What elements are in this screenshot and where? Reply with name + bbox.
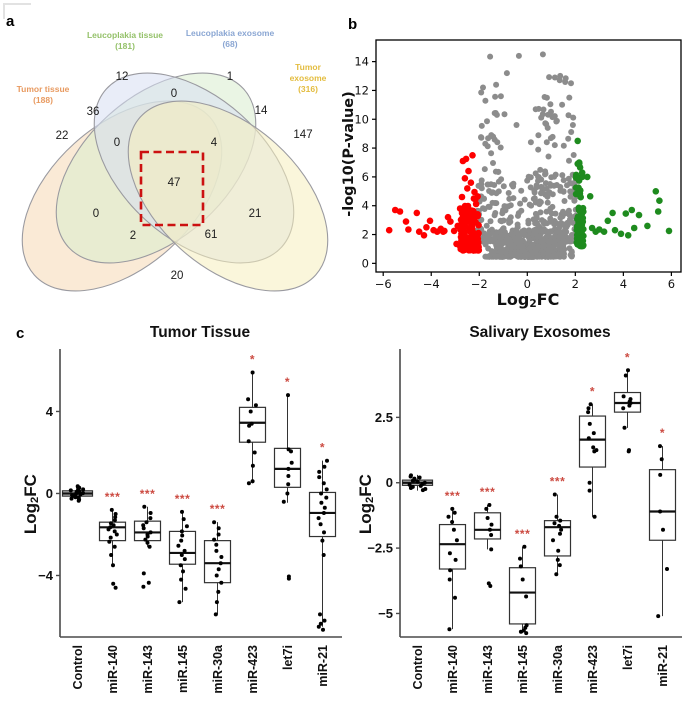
venn-set-count: (181) [115,41,135,52]
svg-text:0: 0 [171,88,177,100]
svg-text:miR.145: miR.145 [176,645,190,693]
svg-text:14: 14 [354,55,369,69]
svg-text:***: *** [210,502,226,516]
svg-text:6: 6 [668,277,675,291]
svg-text:***: *** [140,487,156,501]
venn-set-count: (68) [222,39,238,50]
svg-text:8: 8 [362,141,369,155]
svg-text:−2.5: −2.5 [367,541,393,556]
svg-text:let7i: let7i [621,645,635,670]
svg-text:2: 2 [130,230,136,242]
venn-label-leucoplakia-tissue: Leucoplakia tissue (181) [70,30,180,52]
svg-text:47: 47 [168,177,181,189]
svg-text:147: 147 [293,129,312,141]
venn-set-name: Tumor tissue [16,84,70,94]
svg-text:−4: −4 [38,568,54,583]
svg-text:−6: −6 [375,277,392,291]
salivary-exosomes-boxplot: −5−2.502.5Control***miR-140***miR-143***… [367,349,682,694]
svg-text:miR-423: miR-423 [586,645,600,694]
svg-text:miR-30a: miR-30a [551,644,565,694]
svg-text:0: 0 [93,208,99,220]
panel-a-letter: a [6,13,15,30]
svg-text:*: * [590,384,595,398]
salivary-exosomes-title: Salivary Exosomes [469,324,611,341]
svg-text:***: *** [550,475,566,489]
venn-label-tumor-exosome: Tumor exosome (316) [276,62,340,95]
svg-text:***: *** [515,527,531,541]
svg-text:20: 20 [171,270,184,282]
svg-text:*: * [250,353,255,367]
svg-text:6: 6 [362,170,369,184]
svg-text:2: 2 [362,228,369,242]
svg-text:*: * [625,350,630,364]
svg-text:miR-423: miR-423 [246,645,260,694]
svg-text:2.5: 2.5 [375,410,393,425]
svg-text:1: 1 [227,71,233,83]
svg-text:miR-143: miR-143 [481,645,495,694]
svg-text:−5: −5 [378,606,393,621]
panel-c-letter: c [16,325,25,342]
svg-text:let7i: let7i [281,645,295,670]
svg-text:4: 4 [362,199,369,213]
svg-text:miR-143: miR-143 [141,645,155,694]
svg-text:0: 0 [524,277,531,291]
svg-text:36: 36 [87,106,100,118]
svg-text:0: 0 [46,486,53,501]
tumor-tissue-title: Tumor Tissue [149,324,251,341]
svg-text:miR-145: miR-145 [516,645,530,694]
svg-text:4: 4 [620,277,627,291]
svg-text:0: 0 [362,256,369,270]
svg-text:miR-140: miR-140 [106,645,120,694]
venn-set-name: Leucoplakia exosome [185,28,275,38]
svg-text:2: 2 [572,277,579,291]
svg-text:21: 21 [249,208,262,220]
svg-text:Control: Control [411,645,425,689]
svg-text:*: * [660,426,665,440]
svg-text:*: * [285,375,290,389]
svg-text:0: 0 [114,137,120,149]
svg-text:61: 61 [205,229,218,241]
svg-text:14: 14 [255,105,268,117]
svg-text:12: 12 [116,71,129,83]
panel-b-letter: b [348,16,358,33]
venn-set-name: Leucoplakia tissue [86,30,164,40]
svg-text:miR-21: miR-21 [316,645,330,687]
svg-text:4: 4 [211,137,218,149]
venn-set-count: (316) [298,84,318,95]
svg-text:*: * [320,441,325,455]
svg-text:miR-30a: miR-30a [211,644,225,694]
xlabel-pre: Log [496,290,530,309]
venn-label-tumor-tissue: Tumor tissue (188) [2,84,84,106]
svg-text:***: *** [480,485,496,499]
svg-text:miR-21: miR-21 [656,645,670,687]
svg-text:−2: −2 [471,277,488,291]
volcano-plot: −6 −4 −2 0 2 4 6 0 2 4 6 8 10 12 14 [354,39,682,291]
svg-text:Control: Control [71,645,85,689]
svg-text:miR-140: miR-140 [446,645,460,694]
svg-text:12: 12 [354,83,369,97]
venn-label-leucoplakia-exosome: Leucoplakia exosome (68) [175,28,285,50]
xlabel-post: FC [536,290,560,309]
svg-text:***: *** [175,492,191,506]
svg-text:0: 0 [386,475,393,490]
venn-set-name: Tumor exosome [289,62,327,84]
svg-text:10: 10 [354,112,369,126]
svg-text:−4: −4 [423,277,440,291]
volcano-x-axis-label: Log2FC [448,290,608,310]
svg-text:***: *** [105,490,121,504]
venn-set-count: (188) [33,95,53,106]
log2-subscript: 2 [529,298,537,311]
svg-text:4: 4 [46,404,54,419]
svg-text:***: *** [445,489,461,503]
svg-text:22: 22 [56,130,69,142]
corner-crop-mark [3,3,31,19]
tumor-tissue-boxplot: −404Control***miR-140***miR-143***miR.14… [38,349,342,694]
